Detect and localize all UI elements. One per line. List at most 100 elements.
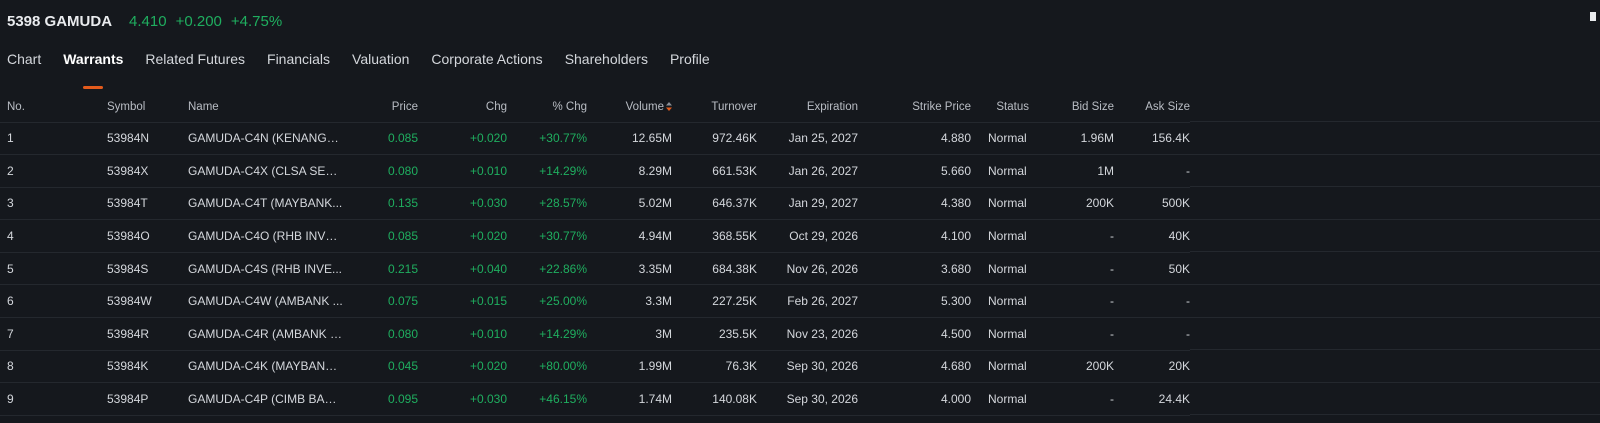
cell-expiration: Nov 26, 2026 — [757, 252, 858, 286]
cell-symbol: 53984N — [107, 122, 188, 156]
cell-no: 7 — [0, 317, 107, 351]
cell-chg: +0.015 — [418, 284, 507, 319]
cell-symbol: 53984S — [107, 252, 188, 286]
cell-volume: 1.74M — [587, 382, 672, 416]
tab-bar: Chart Warrants Related Futures Financial… — [7, 50, 732, 89]
cell-expiration: Sep 30, 2026 — [757, 350, 858, 384]
cell-pct: +46.15% — [507, 382, 587, 416]
col-price[interactable]: Price — [343, 92, 418, 123]
cell-symbol: 53984K — [107, 350, 188, 384]
cell-symbol: 53984T — [107, 187, 188, 221]
table-row[interactable]: 6 53984W GAMUDA-C4W (AMBANK ... 0.075 +0.015… — [0, 284, 1190, 319]
cell-volume: 4.94M — [587, 219, 672, 253]
row-divider — [1190, 414, 1600, 416]
tab-warrants[interactable]: Warrants — [63, 50, 123, 89]
cell-ask-size: - — [1114, 154, 1190, 188]
cell-status: Normal — [971, 252, 1029, 286]
table-row[interactable]: 3 53984T GAMUDA-C4T (MAYBANK... 0.135 +0.030… — [0, 187, 1190, 221]
cell-expiration: Jan 25, 2027 — [757, 122, 858, 156]
table-row[interactable]: 1 53984N GAMUDA-C4N (KENANGA... 0.085 +0.020… — [0, 122, 1190, 156]
cell-pct: +80.00% — [507, 350, 587, 384]
cell-pct: +14.29% — [507, 317, 587, 351]
cell-name: GAMUDA-C4K (MAYBANK... — [188, 350, 343, 384]
cell-no: 3 — [0, 187, 107, 221]
tab-valuation[interactable]: Valuation — [352, 51, 410, 67]
cell-ask-size: 500K — [1114, 187, 1190, 221]
tab-related-futures[interactable]: Related Futures — [145, 51, 246, 67]
cell-no: 8 — [0, 350, 107, 384]
table-row[interactable]: 2 53984X GAMUDA-C4X (CLSA SEC... 0.080 +0.01… — [0, 154, 1190, 188]
col-volume[interactable]: Volume — [587, 92, 672, 123]
cell-turnover: 140.08K — [672, 382, 757, 416]
cell-chg: +0.020 — [418, 219, 507, 253]
col-status[interactable]: Status — [971, 92, 1029, 123]
col-pct-chg[interactable]: % Chg — [507, 92, 587, 123]
col-turnover[interactable]: Turnover — [672, 92, 757, 123]
cell-strike: 4.000 — [858, 382, 971, 416]
tab-chart[interactable]: Chart — [7, 51, 42, 67]
cell-chg: +0.010 — [418, 317, 507, 351]
row-divider — [1190, 186, 1600, 188]
cell-status: Normal — [971, 382, 1029, 416]
col-symbol[interactable]: Symbol — [107, 92, 188, 123]
ticker-title: 5398 GAMUDA — [7, 12, 113, 30]
cell-symbol: 53984P — [107, 382, 188, 416]
cell-ask-size: - — [1114, 284, 1190, 319]
table-row[interactable]: 9 53984P GAMUDA-C4P (CIMB BAN... 0.095 +0.03… — [0, 382, 1190, 416]
cell-turnover: 684.38K — [672, 252, 757, 286]
cell-strike: 4.880 — [858, 122, 971, 156]
cell-volume: 1.99M — [587, 350, 672, 384]
row-divider — [1190, 349, 1600, 351]
tab-financials[interactable]: Financials — [267, 51, 331, 67]
cell-expiration: Sep 30, 2026 — [757, 382, 858, 416]
cell-ask-size: 24.4K — [1114, 382, 1190, 416]
tab-shareholders[interactable]: Shareholders — [564, 51, 648, 67]
cell-bid-size: 200K — [1029, 350, 1114, 384]
cell-volume: 5.02M — [587, 187, 672, 221]
cell-volume: 3M — [587, 317, 672, 351]
cell-strike: 5.660 — [858, 154, 971, 188]
tab-profile[interactable]: Profile — [669, 51, 710, 67]
col-chg[interactable]: Chg — [418, 92, 507, 123]
cell-strike: 4.500 — [858, 317, 971, 351]
cell-bid-size: - — [1029, 284, 1114, 319]
col-expiration[interactable]: Expiration — [757, 92, 858, 123]
cell-bid-size: - — [1029, 252, 1114, 286]
cell-ask-size: 50K — [1114, 252, 1190, 286]
col-bid-size[interactable]: Bid Size — [1029, 92, 1114, 123]
cell-pct: +30.77% — [507, 219, 587, 253]
price-change: +0.200 — [175, 12, 222, 30]
sort-desc-icon — [666, 102, 672, 112]
cell-bid-size: 200K — [1029, 187, 1114, 221]
cell-symbol: 53984W — [107, 284, 188, 319]
cell-turnover: 368.55K — [672, 219, 757, 253]
warrants-table: No. Symbol Name Price Chg % Chg Volume T… — [0, 92, 1190, 416]
col-no[interactable]: No. — [0, 92, 107, 123]
cell-volume: 3.35M — [587, 252, 672, 286]
cell-symbol: 53984R — [107, 317, 188, 351]
price-change-percent: +4.75% — [230, 12, 283, 30]
cell-ask-size: 40K — [1114, 219, 1190, 253]
cell-status: Normal — [971, 317, 1029, 351]
row-divider — [1190, 316, 1600, 318]
cell-no: 2 — [0, 154, 107, 188]
cell-volume: 8.29M — [587, 154, 672, 188]
col-ask-size[interactable]: Ask Size — [1114, 92, 1190, 123]
cell-status: Normal — [971, 219, 1029, 253]
cell-strike: 5.300 — [858, 284, 971, 319]
table-row[interactable]: 7 53984R GAMUDA-C4R (AMBANK (... 0.080 +0.01… — [0, 317, 1190, 351]
col-name[interactable]: Name — [188, 92, 343, 123]
table-row[interactable]: 8 53984K GAMUDA-C4K (MAYBANK... 0.045 +0.020… — [0, 350, 1190, 384]
cell-no: 6 — [0, 284, 107, 319]
cell-expiration: Feb 26, 2027 — [757, 284, 858, 319]
cell-chg: +0.030 — [418, 187, 507, 221]
table-row[interactable]: 4 53984O GAMUDA-C4O (RHB INVE... 0.085 +0.02… — [0, 219, 1190, 253]
active-tab-indicator — [83, 86, 104, 89]
col-strike-price[interactable]: Strike Price — [858, 92, 971, 123]
table-row[interactable]: 5 53984S GAMUDA-C4S (RHB INVE... 0.215 +0.04… — [0, 252, 1190, 286]
tab-corporate-actions[interactable]: Corporate Actions — [431, 51, 543, 67]
cell-price: 0.080 — [343, 154, 418, 188]
cell-turnover: 972.46K — [672, 122, 757, 156]
cell-expiration: Jan 29, 2027 — [757, 187, 858, 221]
cell-symbol: 53984X — [107, 154, 188, 188]
